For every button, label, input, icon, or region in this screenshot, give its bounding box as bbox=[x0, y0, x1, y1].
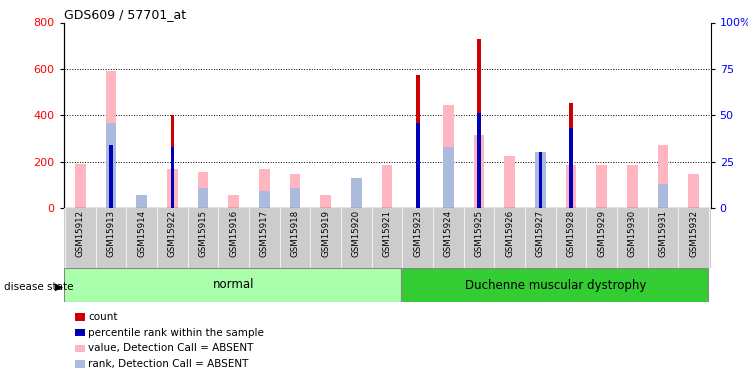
Bar bbox=[535, 152, 546, 208]
Bar bbox=[171, 116, 174, 208]
Text: ▶: ▶ bbox=[55, 282, 63, 292]
Text: GSM15926: GSM15926 bbox=[505, 210, 514, 257]
Bar bbox=[657, 184, 669, 208]
Bar bbox=[539, 152, 542, 208]
Text: GSM15924: GSM15924 bbox=[444, 210, 453, 257]
Bar bbox=[136, 195, 147, 208]
Text: GSM15913: GSM15913 bbox=[107, 210, 116, 257]
Bar bbox=[228, 195, 239, 208]
Text: GSM15915: GSM15915 bbox=[199, 210, 208, 257]
Bar bbox=[569, 102, 573, 208]
Text: GSM15928: GSM15928 bbox=[566, 210, 575, 257]
Bar bbox=[565, 165, 577, 208]
Bar bbox=[289, 174, 301, 208]
Text: GSM15922: GSM15922 bbox=[168, 210, 177, 257]
Text: GSM15921: GSM15921 bbox=[382, 210, 392, 257]
Bar bbox=[289, 188, 301, 208]
Text: GSM15916: GSM15916 bbox=[230, 210, 239, 257]
Bar bbox=[109, 145, 113, 208]
Text: GSM15912: GSM15912 bbox=[76, 210, 85, 257]
Bar bbox=[657, 146, 669, 208]
Bar bbox=[381, 165, 393, 208]
Bar bbox=[443, 147, 454, 208]
Bar bbox=[416, 75, 420, 208]
Bar bbox=[504, 156, 515, 208]
Bar bbox=[320, 195, 331, 208]
Bar bbox=[197, 188, 209, 208]
Bar bbox=[259, 191, 270, 208]
Text: GDS609 / 57701_at: GDS609 / 57701_at bbox=[64, 8, 186, 21]
Text: count: count bbox=[88, 312, 117, 322]
Text: GSM15930: GSM15930 bbox=[628, 210, 637, 257]
Text: normal: normal bbox=[213, 279, 254, 291]
Text: percentile rank within the sample: percentile rank within the sample bbox=[88, 328, 264, 338]
Bar bbox=[351, 178, 362, 208]
Bar bbox=[688, 174, 699, 208]
Text: GSM15931: GSM15931 bbox=[658, 210, 667, 257]
Bar bbox=[477, 114, 481, 208]
Bar bbox=[75, 164, 86, 208]
Bar bbox=[473, 135, 485, 208]
Text: GSM15932: GSM15932 bbox=[689, 210, 698, 257]
Bar bbox=[259, 169, 270, 208]
Bar bbox=[197, 172, 209, 208]
Bar bbox=[535, 172, 546, 208]
Text: rank, Detection Call = ABSENT: rank, Detection Call = ABSENT bbox=[88, 359, 248, 369]
Text: GSM15918: GSM15918 bbox=[290, 210, 300, 257]
Text: value, Detection Call = ABSENT: value, Detection Call = ABSENT bbox=[88, 344, 254, 353]
Bar bbox=[627, 165, 638, 208]
Bar bbox=[416, 123, 420, 208]
Bar bbox=[477, 39, 481, 208]
Bar bbox=[569, 128, 573, 208]
Text: GSM15929: GSM15929 bbox=[597, 210, 606, 257]
Text: GSM15920: GSM15920 bbox=[352, 210, 361, 257]
Bar bbox=[596, 165, 607, 208]
Bar bbox=[351, 192, 362, 208]
Bar bbox=[136, 196, 147, 208]
Text: GSM15923: GSM15923 bbox=[413, 210, 423, 257]
Text: disease state: disease state bbox=[4, 282, 73, 292]
Text: GSM15927: GSM15927 bbox=[536, 210, 545, 257]
Bar bbox=[171, 147, 174, 208]
Bar bbox=[443, 105, 454, 208]
Bar bbox=[105, 71, 117, 208]
Text: GSM15925: GSM15925 bbox=[474, 210, 484, 257]
Bar bbox=[64, 268, 401, 302]
Text: GSM15914: GSM15914 bbox=[138, 210, 147, 257]
Text: Duchenne muscular dystrophy: Duchenne muscular dystrophy bbox=[465, 279, 646, 291]
Bar bbox=[401, 268, 708, 302]
Text: GSM15919: GSM15919 bbox=[321, 210, 331, 257]
Text: GSM15917: GSM15917 bbox=[260, 210, 269, 257]
Bar bbox=[105, 123, 117, 208]
Bar bbox=[167, 169, 178, 208]
